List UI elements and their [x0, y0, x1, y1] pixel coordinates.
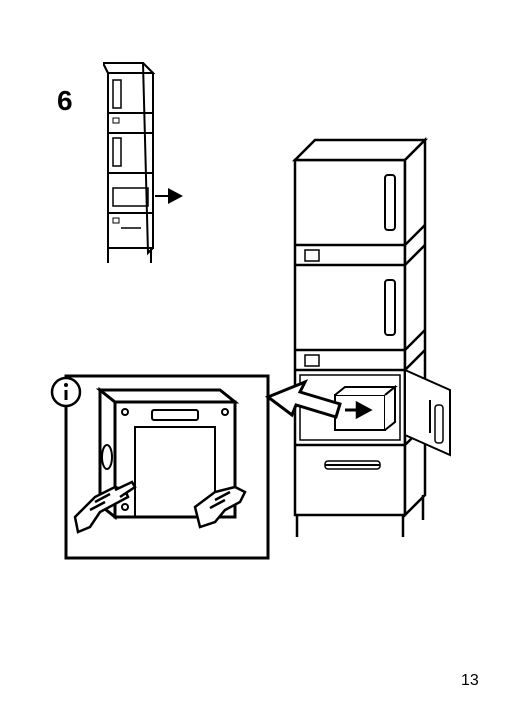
step-number: 6 [57, 85, 73, 117]
small-cabinet-diagram [103, 58, 193, 268]
page-number: 13 [461, 672, 479, 690]
detail-inset-box [40, 362, 345, 572]
